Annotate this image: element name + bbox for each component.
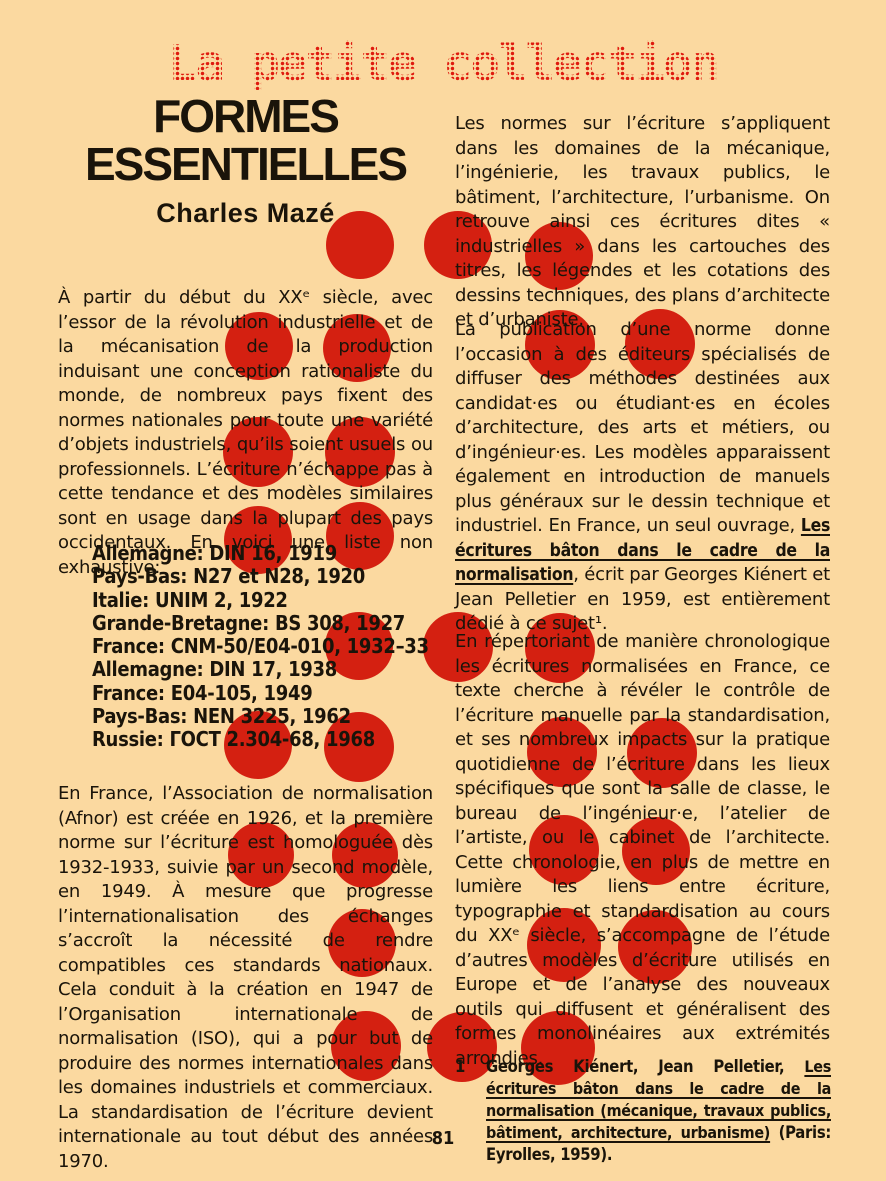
footnote-publisher: (Paris: Eyrolles, 1959). bbox=[486, 1123, 831, 1164]
red-circle bbox=[331, 1011, 401, 1081]
red-circle bbox=[625, 309, 695, 379]
red-circle bbox=[323, 314, 391, 382]
norms-list-item: Italie: UNIM 2, 1922 bbox=[92, 587, 288, 612]
right-paragraph-2: La publication d’une norme donne l’occas… bbox=[455, 318, 830, 637]
right-paragraph-3: En répertoriant de manière chronologique… bbox=[455, 631, 830, 1069]
red-circle bbox=[332, 822, 398, 888]
page-title-line2: ESSENTIELLES bbox=[84, 138, 408, 190]
page-number: 81 bbox=[431, 1128, 455, 1149]
author-name: Charles Mazé bbox=[156, 198, 335, 228]
red-circle bbox=[525, 222, 593, 290]
red-circle bbox=[424, 211, 492, 279]
red-circle bbox=[326, 211, 394, 279]
red-circle bbox=[224, 506, 292, 574]
book-title-inline: Les écritures bâton dans le cadre de la … bbox=[455, 516, 830, 585]
red-circle bbox=[324, 712, 394, 782]
footnote-number: 1 bbox=[455, 1057, 466, 1076]
red-circle bbox=[223, 417, 293, 487]
red-circle bbox=[529, 815, 599, 885]
norms-list-item: Pays-Bas: NEN 3225, 1962 bbox=[92, 704, 351, 729]
red-circle bbox=[325, 612, 393, 680]
red-circle bbox=[622, 817, 690, 885]
red-circle bbox=[525, 613, 595, 683]
right-paragraph-1: Les normes sur l’écriture s’appliquent d… bbox=[455, 113, 830, 330]
footnote-book-title: Les écritures bâton dans le cadre de la … bbox=[486, 1057, 831, 1142]
norms-list-item: France: CNM-50/E04-010, 1932–33 bbox=[92, 634, 429, 659]
red-circle bbox=[427, 1012, 497, 1082]
collection-title: La petite collection bbox=[0, 35, 886, 92]
right-paragraph-2-text: La publication d’une norme donne l’occas… bbox=[455, 319, 830, 536]
page-title: FORMES ESSENTIELLES bbox=[58, 92, 433, 188]
norms-list-item: Russie: ГОСТ 2.304-68, 1968 bbox=[92, 727, 375, 752]
red-circle bbox=[326, 502, 394, 570]
norms-list-item: Allemagne: DIN 16, 1919 bbox=[92, 541, 337, 565]
norms-list-item: France: E04-105, 1949 bbox=[92, 680, 313, 705]
footnote-authors: Georges Kiénert, Jean Pelletier, bbox=[486, 1057, 805, 1076]
red-circle bbox=[325, 417, 395, 487]
footnote-text: Georges Kiénert, Jean Pelletier, Les écr… bbox=[486, 1056, 831, 1166]
red-circle bbox=[423, 612, 493, 682]
footnote: 1 Georges Kiénert, Jean Pelletier, Les é… bbox=[455, 1056, 831, 1166]
red-circle bbox=[627, 718, 697, 788]
norms-list-item: Grande-Bretagne: BS 308, 1927 bbox=[92, 610, 406, 635]
left-paragraph-2: En France, l’Association de normalisatio… bbox=[58, 783, 433, 1172]
norms-list-item: Allemagne: DIN 17, 1938 bbox=[92, 657, 337, 682]
red-circle bbox=[328, 909, 396, 977]
norms-list: Allemagne: DIN 16, 1919 Pays-Bas: N27 et … bbox=[58, 541, 433, 752]
left-paragraph-1: À partir du début du XXᵉ siècle, avec l’… bbox=[58, 287, 433, 578]
red-circle bbox=[618, 910, 692, 984]
red-circle bbox=[228, 822, 294, 888]
page-title-line1: FORMES bbox=[153, 90, 340, 142]
red-circle bbox=[224, 711, 292, 779]
red-circle bbox=[521, 1011, 595, 1085]
red-circle bbox=[525, 310, 595, 380]
right-paragraph-2-end: , écrit par Georges Kiénert et Jean Pell… bbox=[455, 564, 830, 634]
norms-list-item: Pays-Bas: N27 et N28, 1920 bbox=[92, 564, 366, 589]
red-circle bbox=[527, 908, 601, 982]
red-circle bbox=[225, 312, 293, 380]
red-circle bbox=[527, 717, 597, 787]
